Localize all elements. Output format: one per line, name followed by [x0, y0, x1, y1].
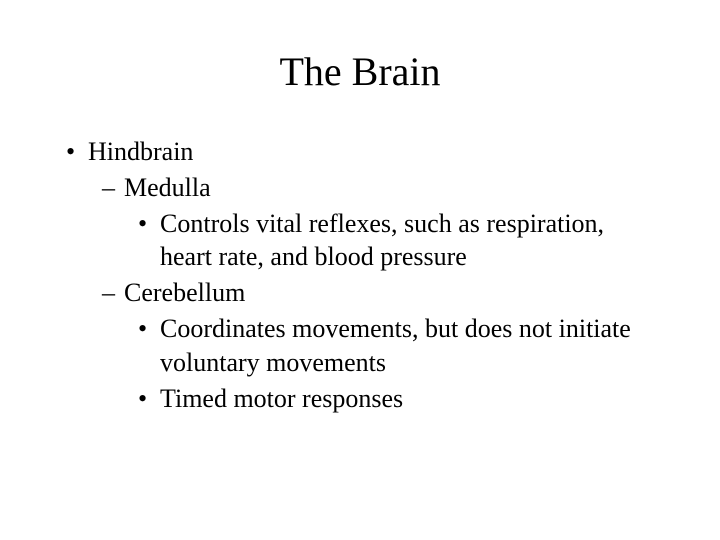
bullet-text: Coordinates movements, but does not init… — [160, 314, 631, 377]
bullet-text: Medulla — [124, 173, 211, 202]
bullet-level3: Coordinates movements, but does not init… — [60, 312, 660, 380]
bullet-text: Timed motor responses — [160, 384, 403, 413]
bullet-level3: Timed motor responses — [60, 382, 660, 416]
bullet-text: Hindbrain — [88, 137, 193, 166]
bullet-level2: Medulla — [60, 171, 660, 205]
slide-body: Hindbrain Medulla Controls vital reflexe… — [60, 135, 660, 415]
bullet-text: Cerebellum — [124, 278, 245, 307]
bullet-level2: Cerebellum — [60, 276, 660, 310]
slide: The Brain Hindbrain Medulla Controls vit… — [0, 0, 720, 540]
bullet-level1: Hindbrain — [60, 135, 660, 169]
bullet-text: Controls vital reflexes, such as respira… — [160, 209, 604, 272]
slide-title: The Brain — [60, 48, 660, 95]
bullet-level3: Controls vital reflexes, such as respira… — [60, 207, 660, 275]
